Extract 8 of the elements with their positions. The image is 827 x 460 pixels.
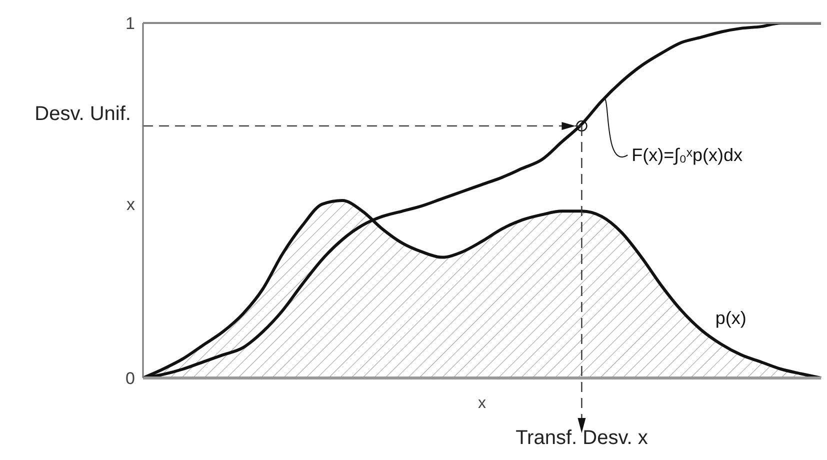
- y-tick-label: 0: [126, 369, 135, 388]
- ref-line-label: Desv. Unif.: [34, 102, 131, 125]
- y-tick-label: 1: [126, 14, 135, 34]
- text: Transf. Desv. x: [516, 427, 648, 449]
- series-label: p(x): [715, 308, 746, 328]
- y-tick-label: x: [126, 195, 136, 214]
- x-axis-title: x: [478, 395, 486, 412]
- text: F(x)=∫₀ˣp(x)dx: [632, 145, 742, 166]
